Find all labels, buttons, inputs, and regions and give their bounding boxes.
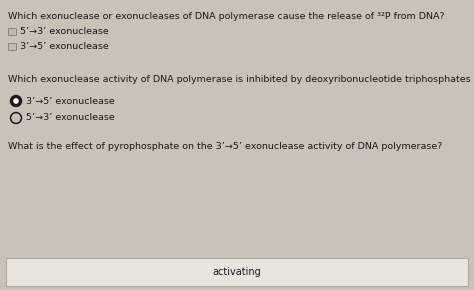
Text: Which exonuclease or exonucleases of DNA polymerase cause the release of ³²P fro: Which exonuclease or exonucleases of DNA… [8,12,445,21]
Bar [8,43,16,50]
Bar [6,258,468,286]
Bar [8,28,16,35]
Circle shape [14,99,18,103]
Text: Which exonuclease activity of DNA polymerase is inhibited by deoxyribonucleotide: Which exonuclease activity of DNA polyme… [8,75,474,84]
Circle shape [10,113,21,124]
Text: 3’→5’ exonuclease: 3’→5’ exonuclease [27,97,115,106]
Text: 3’→5’ exonuclease: 3’→5’ exonuclease [20,42,109,51]
Circle shape [12,114,20,122]
Circle shape [10,95,21,106]
Text: activating: activating [213,267,261,277]
Text: 5’→3’ exonuclease: 5’→3’ exonuclease [20,27,109,36]
Text: What is the effect of pyrophosphate on the 3’→5’ exonuclease activity of DNA pol: What is the effect of pyrophosphate on t… [8,142,442,151]
Text: 5’→3’ exonuclease: 5’→3’ exonuclease [27,113,115,122]
